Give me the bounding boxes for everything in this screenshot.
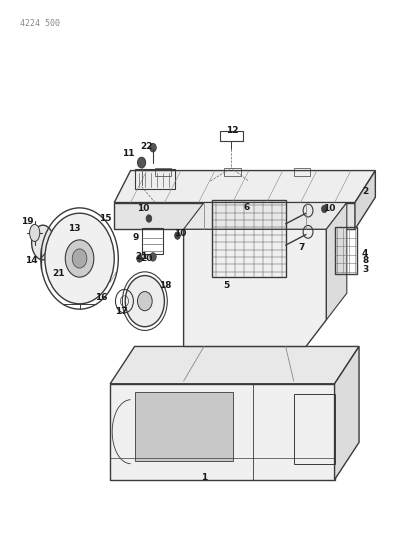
Circle shape — [58, 269, 63, 277]
Text: 1: 1 — [201, 473, 207, 481]
Bar — [212, 200, 286, 277]
Circle shape — [72, 249, 87, 268]
Text: 15: 15 — [99, 214, 111, 223]
Text: 8: 8 — [362, 256, 368, 264]
Text: 4224 500: 4224 500 — [20, 19, 60, 28]
Polygon shape — [355, 171, 375, 229]
Bar — [142, 228, 163, 254]
Polygon shape — [114, 171, 375, 203]
Text: 16: 16 — [95, 293, 107, 302]
Text: 18: 18 — [159, 281, 171, 289]
Polygon shape — [110, 384, 335, 480]
Text: 7: 7 — [299, 244, 305, 252]
Text: 10: 10 — [324, 205, 336, 213]
Polygon shape — [326, 203, 347, 320]
Circle shape — [146, 215, 152, 222]
Polygon shape — [135, 392, 233, 461]
Circle shape — [175, 232, 180, 239]
Text: 13: 13 — [69, 224, 81, 232]
Circle shape — [322, 205, 327, 213]
Polygon shape — [110, 384, 335, 480]
Bar — [224, 168, 241, 176]
Polygon shape — [184, 203, 347, 229]
Text: 10: 10 — [174, 229, 186, 238]
Polygon shape — [114, 203, 355, 229]
Text: 20: 20 — [141, 254, 153, 263]
Circle shape — [125, 276, 164, 327]
Circle shape — [45, 213, 114, 304]
Text: 21: 21 — [52, 269, 64, 278]
Polygon shape — [335, 346, 359, 480]
Text: 17: 17 — [115, 308, 127, 316]
Polygon shape — [110, 346, 359, 384]
Circle shape — [137, 157, 146, 168]
Bar — [135, 169, 175, 189]
Text: 11: 11 — [122, 149, 135, 158]
Text: 12: 12 — [226, 126, 239, 135]
Ellipse shape — [32, 225, 54, 260]
Text: 3: 3 — [362, 265, 368, 273]
Text: 2: 2 — [362, 188, 368, 196]
Bar — [335, 227, 357, 274]
Ellipse shape — [29, 224, 40, 241]
Circle shape — [150, 253, 156, 261]
Text: 22: 22 — [141, 142, 153, 151]
Circle shape — [150, 143, 156, 152]
Text: 14: 14 — [26, 256, 38, 264]
Bar — [155, 168, 171, 176]
Circle shape — [65, 240, 94, 277]
Text: 10: 10 — [137, 205, 149, 213]
Bar — [294, 168, 310, 176]
Text: 9: 9 — [132, 233, 139, 241]
Text: 21: 21 — [136, 253, 148, 261]
Polygon shape — [184, 229, 326, 346]
Text: 5: 5 — [223, 281, 230, 289]
Text: 19: 19 — [22, 217, 34, 225]
Text: 6: 6 — [244, 204, 250, 212]
Circle shape — [137, 292, 152, 311]
Bar — [220, 131, 243, 141]
Text: 4: 4 — [362, 249, 368, 257]
Circle shape — [137, 255, 142, 262]
